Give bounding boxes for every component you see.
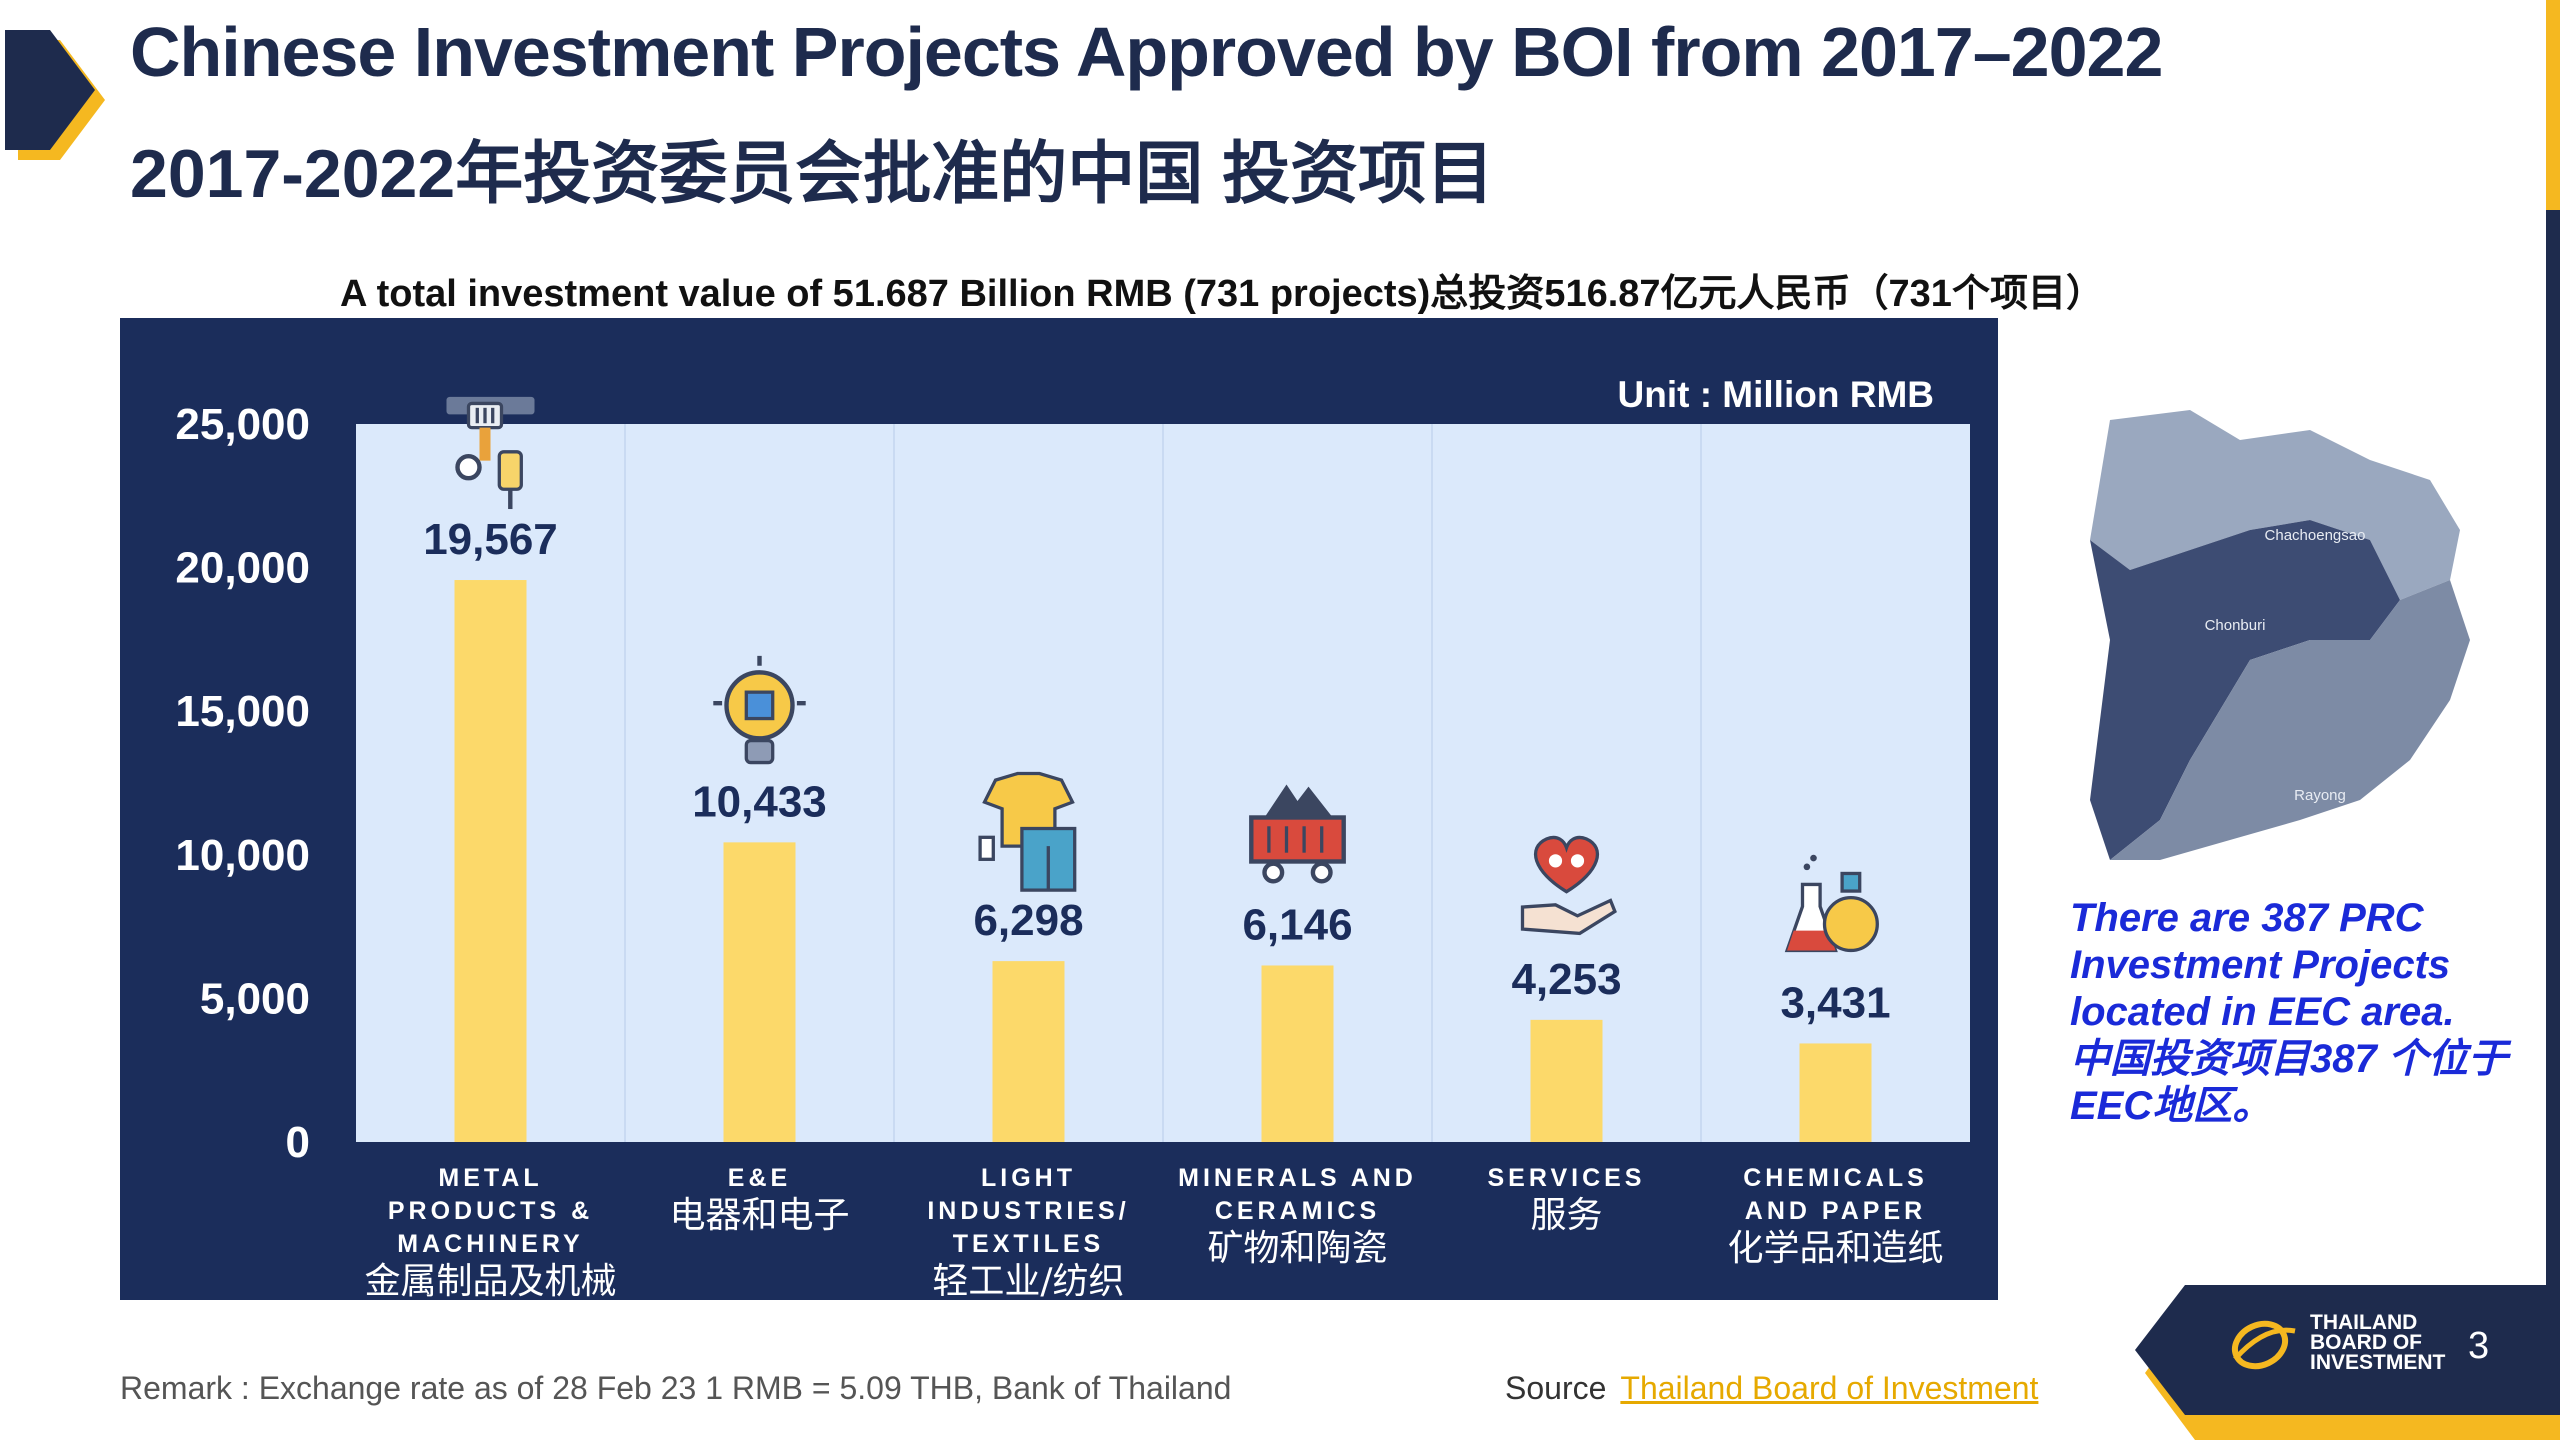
- exchange-rate-remark: Remark : Exchange rate as of 28 Feb 23 1…: [120, 1370, 1232, 1406]
- right-edge-accent: [2546, 0, 2560, 210]
- eec-note-line-5: EEC地区。: [2070, 1084, 2273, 1128]
- bar: [1799, 1043, 1872, 1142]
- source-label: Source: [1505, 1370, 1607, 1406]
- x-axis-label-en: CHEMICALS: [1743, 1164, 1928, 1192]
- boi-logo-line-2: BOARD OF: [2310, 1331, 2422, 1354]
- x-axis-label-en: TEXTILES: [953, 1230, 1104, 1258]
- x-axis-label-en: CERAMICS: [1215, 1197, 1380, 1225]
- x-axis-label-en: INDUSTRIES/: [927, 1197, 1129, 1225]
- eec-map: Chachoengsao Chonburi Rayong: [2090, 410, 2470, 860]
- bar: [723, 842, 796, 1142]
- x-axis-label-en: E&E: [728, 1164, 791, 1192]
- x-axis-label-en: MACHINERY: [397, 1230, 583, 1258]
- boi-footer-badge: [2135, 1285, 2560, 1440]
- map-label-chonburi: Chonburi: [2205, 617, 2266, 634]
- bar: [454, 580, 527, 1142]
- bar-value-label: 4,253: [1511, 955, 1621, 1004]
- bar-value-label: 6,146: [1242, 900, 1352, 949]
- bar-chart: 19,567 10,433 6,298 6,146 4,253 3,431 0 5,000 1…: [175, 318, 1970, 1300]
- bar-value-label: 3,431: [1780, 978, 1890, 1027]
- y-tick-label: 25,000: [175, 400, 310, 449]
- x-axis-label-en: AND PAPER: [1745, 1197, 1926, 1225]
- x-axis-labels: METAL PRODUCTS & MACHINERY 金属制品及机械 E&E 电器和电子 L…: [364, 1164, 1943, 1300]
- x-axis-label-zh: 轻工业/纺织: [932, 1261, 1124, 1300]
- y-tick-label: 15,000: [175, 687, 310, 736]
- chart-panel: 19,567 10,433 6,298 6,146 4,253 3,431 0 5,000 1…: [120, 318, 1998, 1300]
- y-tick-label: 0: [286, 1118, 310, 1167]
- bar-series: [454, 580, 1872, 1142]
- y-tick-label: 20,000: [175, 544, 310, 593]
- y-tick-label: 5,000: [200, 974, 310, 1023]
- bar-value-label: 19,567: [423, 515, 558, 564]
- bar: [1530, 1019, 1603, 1142]
- source-link[interactable]: Thailand Board of Investment: [1620, 1370, 2039, 1406]
- title-chevron-icon: [5, 30, 105, 160]
- bar-value-label: 6,298: [973, 896, 1083, 945]
- x-axis-label-zh: 电器和电子: [669, 1195, 849, 1236]
- y-tick-label: 10,000: [175, 831, 310, 880]
- x-axis-label-zh: 金属制品及机械: [364, 1261, 616, 1300]
- page-title-zh: 2017-2022年投资委员会批准的中国 投资项目: [130, 136, 1495, 212]
- x-axis-label-en: SERVICES: [1488, 1164, 1646, 1192]
- total-investment-summary: A total investment value of 51.687 Billi…: [340, 273, 2104, 315]
- bar: [992, 961, 1065, 1142]
- bar-value-label: 10,433: [692, 777, 827, 826]
- map-region-rayong: [2110, 580, 2470, 860]
- page-number: 3: [2468, 1325, 2490, 1367]
- unit-label: Unit : Million RMB: [1617, 374, 1935, 415]
- boi-logo-line-3: INVESTMENT: [2310, 1351, 2446, 1374]
- source-line: Source Thailand Board of Investment: [1505, 1370, 2038, 1407]
- x-axis-label-en: METAL: [438, 1164, 542, 1192]
- map-region-chonburi: [2090, 520, 2400, 860]
- x-axis-label-zh: 矿物和陶瓷: [1207, 1228, 1387, 1269]
- eec-note-line-3: located in EEC area.: [2070, 990, 2455, 1034]
- page-title-en: Chinese Investment Projects Approved by …: [130, 13, 2163, 91]
- eec-note-line-1: There are 387 PRC: [2070, 896, 2424, 940]
- boi-logo-line-1: THAILAND: [2310, 1311, 2418, 1334]
- bar: [1261, 965, 1334, 1142]
- x-axis-label-en: PRODUCTS &: [388, 1197, 593, 1225]
- eec-note-line-2: Investment Projects: [2070, 943, 2451, 987]
- boi-logo-icon: [2231, 1320, 2296, 1370]
- y-axis-ticks: 0 5,000 10,000 15,000 20,000 25,000: [175, 400, 310, 1167]
- x-axis-label-en: MINERALS AND: [1178, 1164, 1417, 1192]
- eec-note-line-4: 中国投资项目387 个位于: [2070, 1037, 2508, 1081]
- map-label-chachoengsao: Chachoengsao: [2265, 527, 2366, 544]
- value-labels: 19,567 10,433 6,298 6,146 4,253 3,431: [423, 515, 1890, 1027]
- right-edge-bar: [2546, 0, 2560, 1440]
- boi-logo-text: THAILAND BOARD OF INVESTMENT: [2310, 1311, 2446, 1374]
- x-axis-label-zh: 服务: [1530, 1195, 1602, 1236]
- category-separators: [624, 424, 1702, 1142]
- map-label-rayong: Rayong: [2294, 787, 2346, 804]
- x-axis-label-zh: 化学品和造纸: [1727, 1228, 1943, 1269]
- eec-note: There are 387 PRC Investment Projects lo…: [2070, 895, 2540, 1130]
- x-axis-label-en: LIGHT: [981, 1164, 1076, 1192]
